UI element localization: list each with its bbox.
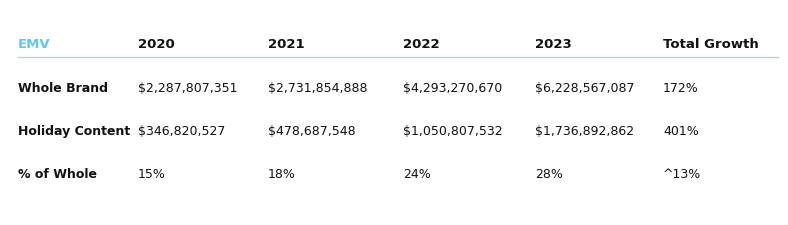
Text: 18%: 18% <box>268 168 296 181</box>
Text: 2020: 2020 <box>138 38 175 51</box>
Text: Holiday Content: Holiday Content <box>18 125 130 138</box>
Text: $4,293,270,670: $4,293,270,670 <box>403 82 502 95</box>
Text: 2022: 2022 <box>403 38 440 51</box>
Text: 401%: 401% <box>663 125 699 138</box>
Text: 2021: 2021 <box>268 38 305 51</box>
Text: Whole Brand: Whole Brand <box>18 82 108 95</box>
Text: ^13%: ^13% <box>663 168 701 181</box>
Text: Total Growth: Total Growth <box>663 38 759 51</box>
Text: 24%: 24% <box>403 168 431 181</box>
Text: $1,736,892,862: $1,736,892,862 <box>535 125 634 138</box>
Text: $478,687,548: $478,687,548 <box>268 125 355 138</box>
Text: 15%: 15% <box>138 168 166 181</box>
Text: $2,731,854,888: $2,731,854,888 <box>268 82 367 95</box>
Text: 2023: 2023 <box>535 38 572 51</box>
Text: $346,820,527: $346,820,527 <box>138 125 225 138</box>
Text: % of Whole: % of Whole <box>18 168 97 181</box>
Text: $6,228,567,087: $6,228,567,087 <box>535 82 634 95</box>
Text: $2,287,807,351: $2,287,807,351 <box>138 82 237 95</box>
Text: $1,050,807,532: $1,050,807,532 <box>403 125 503 138</box>
Text: 28%: 28% <box>535 168 563 181</box>
Text: 172%: 172% <box>663 82 699 95</box>
Text: EMV: EMV <box>18 38 50 51</box>
